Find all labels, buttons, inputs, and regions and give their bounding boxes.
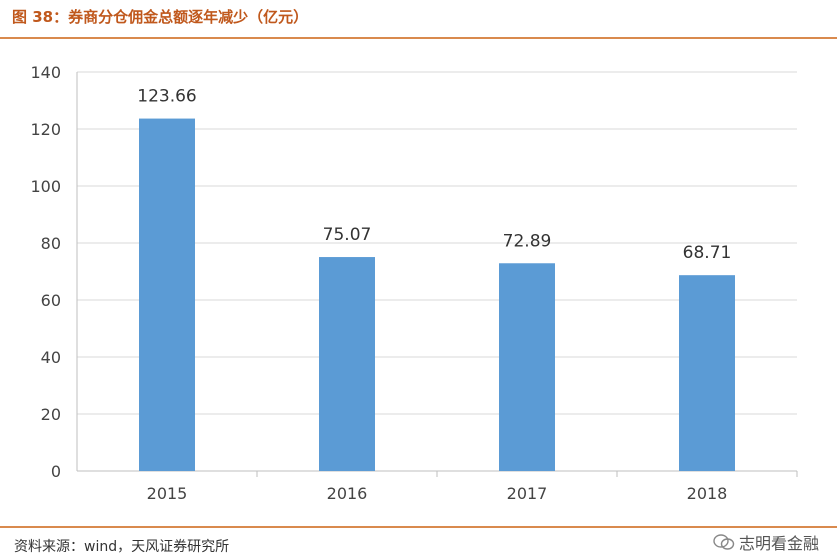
y-tick-label: 120 xyxy=(30,120,61,139)
gridlines xyxy=(76,71,797,472)
y-tick-label: 100 xyxy=(30,177,61,196)
wechat-icon xyxy=(713,534,735,550)
footer-divider xyxy=(0,526,837,528)
figure-title: 图 38：券商分仓佣金总额逐年减少（亿元） xyxy=(12,8,309,26)
data-label: 72.89 xyxy=(503,231,552,251)
bar xyxy=(139,118,195,471)
data-label: 68.71 xyxy=(683,243,732,263)
data-label: 123.66 xyxy=(137,87,196,107)
y-tick-label: 20 xyxy=(41,405,61,424)
x-tick-label: 2016 xyxy=(327,484,368,503)
y-tick-label: 40 xyxy=(41,348,61,367)
y-tick-label: 140 xyxy=(30,63,61,82)
x-tick-label: 2017 xyxy=(507,484,548,503)
bars xyxy=(139,118,735,471)
data-label: 75.07 xyxy=(323,225,372,245)
y-axis-ticks: 0 20 40 60 80 100 120 140 xyxy=(30,63,61,481)
source-note: 资料来源：wind，天风证券研究所 xyxy=(14,539,230,555)
y-tick-label: 60 xyxy=(41,291,61,310)
data-labels: 123.66 75.07 72.89 68.71 xyxy=(137,87,731,264)
watermark-text: 志明看金融 xyxy=(738,534,819,553)
bar xyxy=(499,263,555,471)
bar xyxy=(679,275,735,471)
x-tick-label: 2015 xyxy=(147,484,188,503)
y-tick-label: 80 xyxy=(41,234,61,253)
y-tick-label: 0 xyxy=(51,462,61,481)
x-tick-label: 2018 xyxy=(687,484,728,503)
title-divider xyxy=(0,37,837,39)
bar-chart: 0 20 40 60 80 100 120 140 123.66 75.07 72.89 68.71… xyxy=(30,63,798,503)
watermark: 志明看金融 xyxy=(713,530,819,554)
x-axis-ticks: 2015 2016 2017 2018 xyxy=(147,471,798,503)
bar xyxy=(319,257,375,471)
